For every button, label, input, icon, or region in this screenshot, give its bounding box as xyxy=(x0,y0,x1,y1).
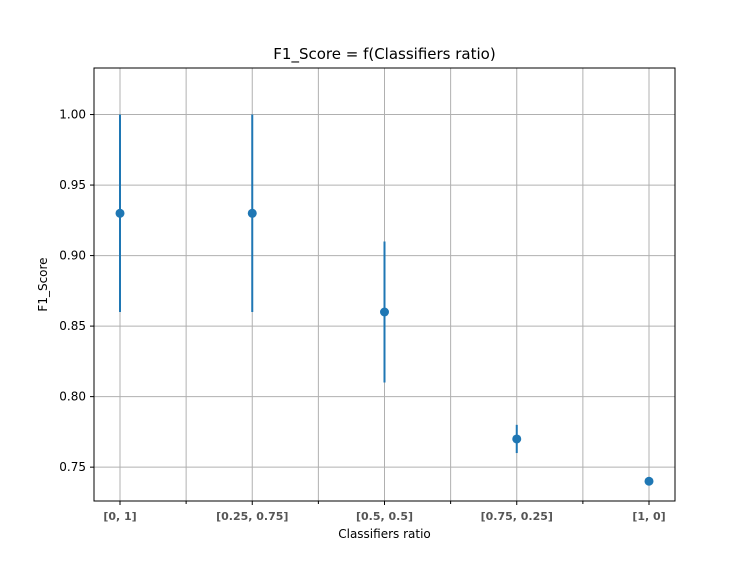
y-tick-label: 0.85 xyxy=(59,319,86,333)
y-tick-label: 1.00 xyxy=(59,108,86,122)
data-point xyxy=(247,208,257,218)
x-tick-label: [0.25, 0.75] xyxy=(216,510,288,523)
y-tick-label: 0.90 xyxy=(59,249,86,263)
data-point xyxy=(644,476,654,486)
data-point xyxy=(380,307,389,317)
x-tick-label: [0.75, 0.25] xyxy=(481,510,553,523)
y-tick-label: 0.80 xyxy=(59,390,86,404)
data-point xyxy=(115,208,125,218)
x-tick-label: [0.5, 0.5] xyxy=(356,510,413,523)
x-tick-label: [1, 0] xyxy=(632,510,665,523)
x-axis-label: Classifiers ratio xyxy=(338,527,431,541)
axis-ticks: 0.75 0.80 0.85 0.90 0.95 1.00 [0, 1] [0.25, 0.7… xyxy=(59,108,665,523)
data-point xyxy=(512,434,522,444)
x-tick-label: [0, 1] xyxy=(103,510,136,523)
data-series xyxy=(115,114,654,486)
y-tick-label: 0.95 xyxy=(59,178,86,192)
chart-title: F1_Score = f(Classifiers ratio) xyxy=(273,45,495,64)
y-axis-label: F1_Score xyxy=(36,257,50,311)
y-tick-label: 0.75 xyxy=(59,460,86,474)
